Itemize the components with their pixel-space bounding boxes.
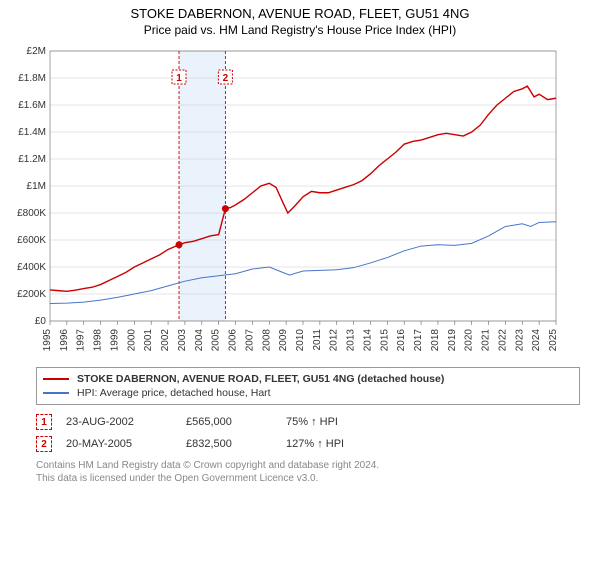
svg-text:2001: 2001 <box>143 329 154 352</box>
svg-text:2002: 2002 <box>160 329 171 352</box>
svg-text:1998: 1998 <box>93 329 104 352</box>
svg-text:2022: 2022 <box>497 329 508 352</box>
chart-subtitle: Price paid vs. HM Land Registry's House … <box>0 23 600 37</box>
marker-price: £565,000 <box>186 416 286 428</box>
marker-badge: 2 <box>36 436 52 452</box>
legend: STOKE DABERNON, AVENUE ROAD, FLEET, GU51… <box>36 367 580 405</box>
svg-text:2011: 2011 <box>312 329 323 351</box>
svg-text:2000: 2000 <box>126 329 137 352</box>
legend-swatch <box>43 378 69 380</box>
svg-text:2006: 2006 <box>228 329 239 352</box>
footer-line-1: Contains HM Land Registry data © Crown c… <box>36 459 580 472</box>
chart-area: £0 £200K £400K £600K £800K £1M £1.2M £1.4M £1.6M… <box>0 41 600 361</box>
svg-text:2017: 2017 <box>413 329 424 352</box>
svg-text:2004: 2004 <box>194 329 205 352</box>
marker-price: £832,500 <box>186 438 286 450</box>
svg-text:2010: 2010 <box>295 329 306 352</box>
marker-date: 20-MAY-2005 <box>66 438 186 450</box>
svg-text:£1.6M: £1.6M <box>18 100 46 111</box>
svg-text:1999: 1999 <box>109 329 120 352</box>
svg-text:2020: 2020 <box>464 329 475 352</box>
legend-swatch <box>43 392 69 394</box>
marker-table: 1 23-AUG-2002£565,00075% ↑ HPI 2 20-MAY-200… <box>36 411 580 455</box>
legend-item: STOKE DABERNON, AVENUE ROAD, FLEET, GU51… <box>43 372 573 386</box>
svg-text:2003: 2003 <box>177 329 188 352</box>
svg-text:1: 1 <box>176 73 182 84</box>
svg-text:1997: 1997 <box>76 329 87 352</box>
marker-date: 23-AUG-2002 <box>66 416 186 428</box>
svg-text:1996: 1996 <box>59 329 70 352</box>
svg-text:£1.4M: £1.4M <box>18 127 46 138</box>
legend-item: HPI: Average price, detached house, Hart <box>43 386 573 400</box>
svg-text:£1M: £1M <box>27 181 46 192</box>
svg-text:2009: 2009 <box>278 329 289 352</box>
marker-row: 2 20-MAY-2005£832,500127% ↑ HPI <box>36 433 580 455</box>
footer-attribution: Contains HM Land Registry data © Crown c… <box>36 459 580 485</box>
svg-text:£1.2M: £1.2M <box>18 154 46 165</box>
svg-text:£600K: £600K <box>17 235 46 246</box>
svg-text:£1.8M: £1.8M <box>18 73 46 84</box>
svg-text:2021: 2021 <box>481 329 492 352</box>
svg-text:2014: 2014 <box>362 329 373 352</box>
svg-text:£200K: £200K <box>17 289 46 300</box>
svg-text:2: 2 <box>223 73 229 84</box>
svg-text:2015: 2015 <box>379 329 390 352</box>
marker-row: 1 23-AUG-2002£565,00075% ↑ HPI <box>36 411 580 433</box>
marker-pct: 127% ↑ HPI <box>286 438 344 450</box>
svg-text:2023: 2023 <box>514 329 525 352</box>
footer-line-2: This data is licensed under the Open Gov… <box>36 472 580 485</box>
marker-pct: 75% ↑ HPI <box>286 416 338 428</box>
chart-title: STOKE DABERNON, AVENUE ROAD, FLEET, GU51… <box>0 6 600 21</box>
svg-text:2013: 2013 <box>346 329 357 352</box>
svg-text:2025: 2025 <box>548 329 559 352</box>
legend-label: STOKE DABERNON, AVENUE ROAD, FLEET, GU51… <box>77 373 444 385</box>
svg-text:2008: 2008 <box>261 329 272 352</box>
svg-text:£2M: £2M <box>27 46 46 57</box>
svg-text:£0: £0 <box>35 316 47 327</box>
marker-badge: 1 <box>36 414 52 430</box>
svg-text:2012: 2012 <box>329 329 340 352</box>
line-chart: £0 £200K £400K £600K £800K £1M £1.2M £1.4M £1.6M… <box>0 41 560 361</box>
svg-text:£400K: £400K <box>17 262 46 273</box>
svg-text:2005: 2005 <box>211 329 222 352</box>
svg-text:2018: 2018 <box>430 329 441 352</box>
svg-text:£800K: £800K <box>17 208 46 219</box>
svg-text:2016: 2016 <box>396 329 407 352</box>
legend-label: HPI: Average price, detached house, Hart <box>77 387 271 399</box>
svg-text:2019: 2019 <box>447 329 458 352</box>
svg-text:1995: 1995 <box>42 329 53 352</box>
svg-text:2007: 2007 <box>244 329 255 352</box>
svg-text:2024: 2024 <box>531 329 542 352</box>
